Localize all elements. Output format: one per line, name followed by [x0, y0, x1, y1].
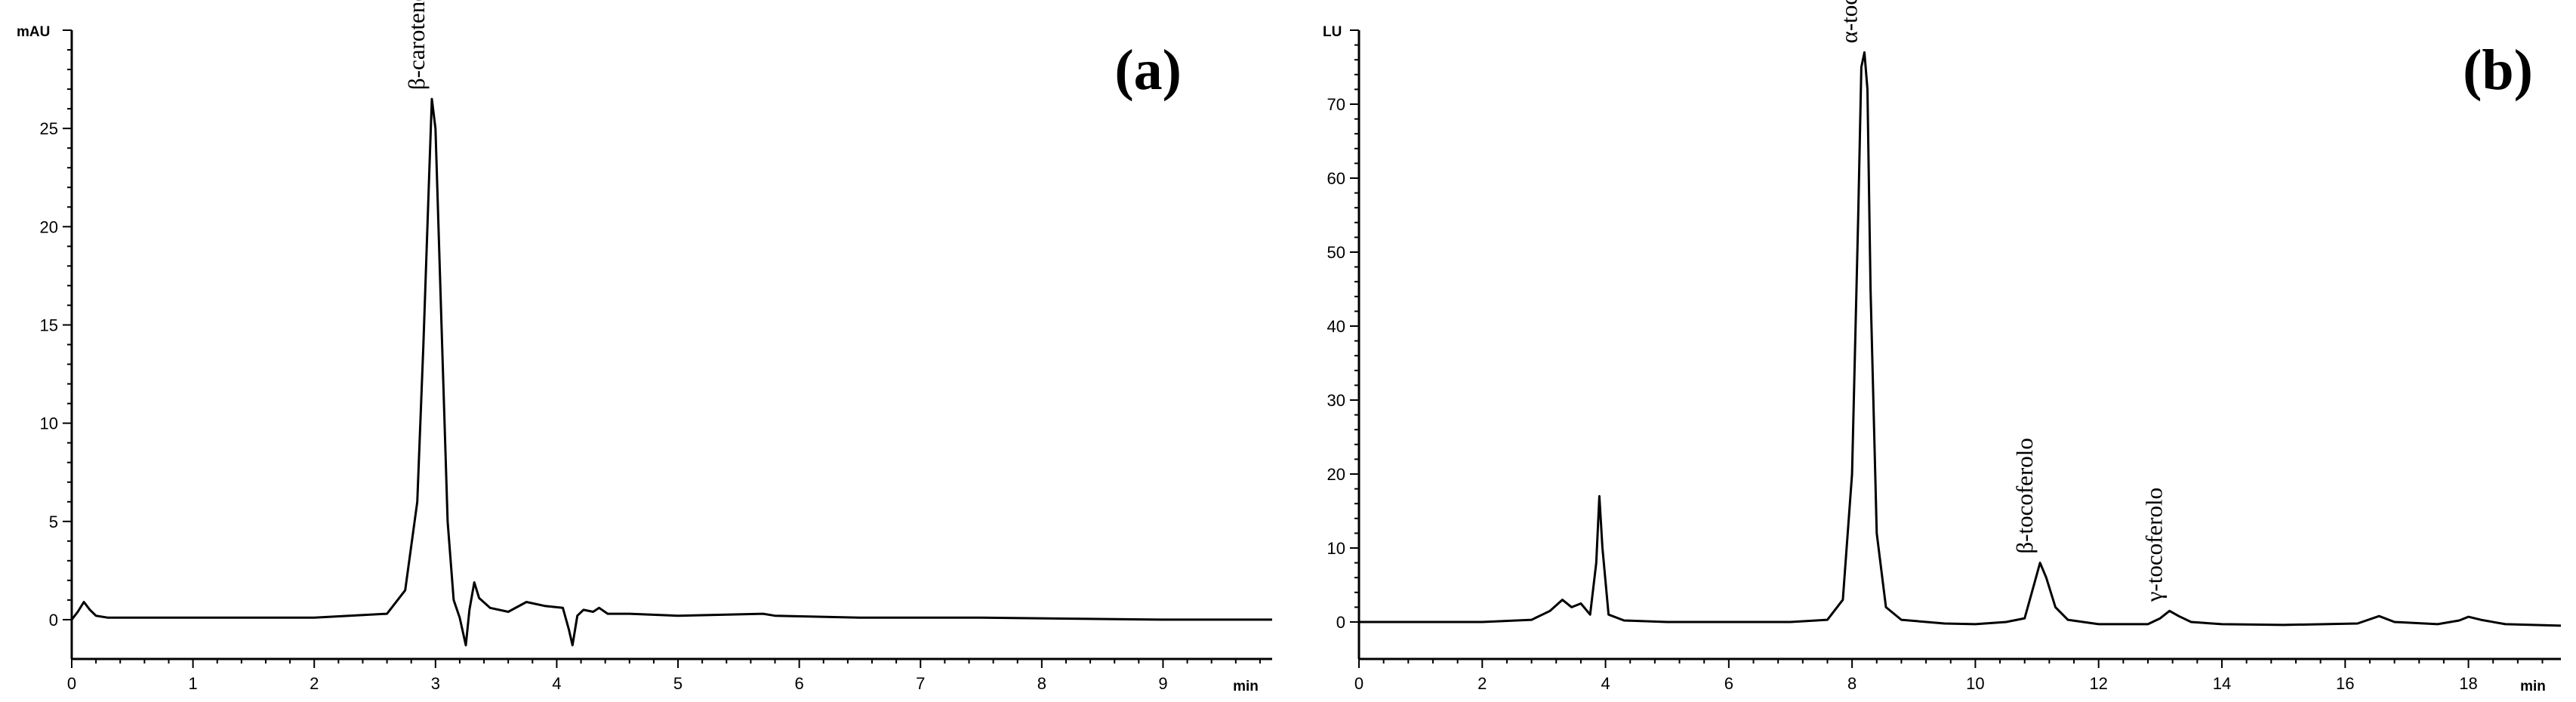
x-tick-label: 3: [431, 674, 440, 693]
x-tick-label: 4: [552, 674, 561, 693]
x-tick-label: 5: [673, 674, 683, 693]
panel-label-b: (b): [2463, 38, 2533, 102]
x-tick-label: 2: [1478, 674, 1487, 693]
y-tick-label: 15: [40, 316, 58, 334]
chromatogram-trace: [1359, 51, 2562, 627]
peak-label: α-tocoferolo: [1835, 0, 1862, 43]
x-tick-label: 0: [1354, 674, 1363, 693]
y-tick-label: 10: [40, 414, 58, 433]
peak-label: β-tocoferolo: [2011, 438, 2038, 554]
chart-panel-a: 0 5 10 15 20 25 0 1 2 3 4 5 6 7 8 9 mAU min (a) β-carotene: [17, 0, 1272, 694]
x-unit-label: min: [2520, 679, 2546, 694]
y-tick-label: 20: [40, 217, 58, 236]
y-tick-label: 10: [1327, 539, 1345, 558]
y-unit-label: mAU: [17, 24, 50, 40]
y-tick-label: 60: [1327, 169, 1345, 188]
x-tick-label: 10: [1966, 674, 1984, 693]
y-tick-label: 70: [1327, 95, 1345, 114]
y-tick-label: 30: [1327, 391, 1345, 410]
y-tick-label: 50: [1327, 243, 1345, 262]
x-unit-label: min: [1233, 679, 1259, 694]
x-tick-label: 12: [2089, 674, 2107, 693]
y-tick-label: 40: [1327, 317, 1345, 336]
x-tick-label: 6: [795, 674, 804, 693]
x-tick-label: 18: [2459, 674, 2477, 693]
x-tick-label: 4: [1601, 674, 1610, 693]
x-tick-label: 16: [2336, 674, 2354, 693]
x-tick-label: 14: [2213, 674, 2231, 693]
x-tick-label: 9: [1158, 674, 1167, 693]
panel-label-a: (a): [1114, 38, 1182, 102]
x-tick-label: 7: [916, 674, 925, 693]
peak-label: γ-tocoferolo: [2141, 488, 2168, 602]
x-tick-label: 6: [1724, 674, 1733, 693]
y-tick-label: 5: [49, 513, 58, 531]
x-tick-label: 1: [188, 674, 197, 693]
y-tick-label: 25: [40, 119, 58, 138]
x-tick-label: 0: [67, 674, 76, 693]
y-unit-label: LU: [1323, 24, 1342, 40]
x-tick-label: 8: [1847, 674, 1857, 693]
chromatogram-trace: [70, 97, 1272, 647]
peak-label: β-carotene: [403, 0, 430, 90]
y-tick-label: 20: [1327, 465, 1345, 484]
y-tick-label: 0: [49, 611, 58, 630]
x-tick-label: 8: [1037, 674, 1046, 693]
x-tick-label: 2: [310, 674, 319, 693]
y-tick-label: 0: [1336, 613, 1345, 632]
chart-panel-b: 0 10 20 30 40 50 60 70 0 2 4 6 8 10 12 14 16 18 LU min (b) α-…: [1323, 0, 2562, 694]
